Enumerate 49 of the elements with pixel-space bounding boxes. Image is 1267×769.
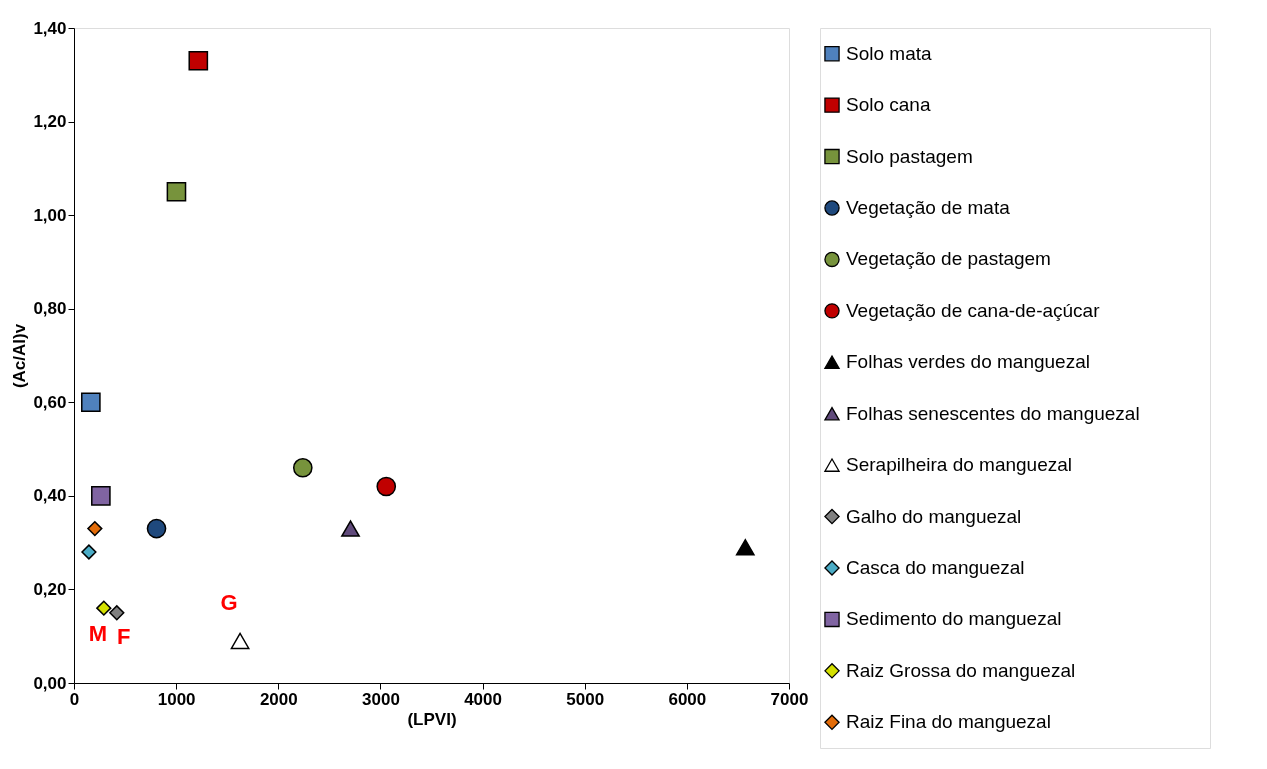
- point: [292, 457, 313, 478]
- legend-label: Folhas senescentes do manguezal: [846, 402, 1140, 424]
- x-axis-title: (LPVI): [407, 709, 457, 729]
- legend-label: Folhas verdes do manguezal: [846, 351, 1090, 373]
- point: [146, 518, 167, 539]
- point: [96, 600, 112, 616]
- x-tick-label: 2000: [259, 689, 298, 709]
- y-tick-label: 1,40: [33, 18, 67, 38]
- point: [735, 539, 755, 556]
- point: [81, 544, 97, 560]
- y-axis-title: (Ac/Al)v: [10, 323, 30, 389]
- x-tick-label: 3000: [362, 689, 400, 709]
- x-tick-label: 0: [69, 689, 80, 709]
- x-tick-label: 4000: [464, 689, 502, 709]
- point: [87, 520, 103, 537]
- legend-label: Solo pastagem: [846, 145, 973, 167]
- y-tick-label: 0,40: [33, 486, 67, 506]
- annotation: G: [220, 589, 238, 615]
- y-tick-label: 0,00: [33, 673, 67, 693]
- annotation: M: [88, 621, 107, 647]
- legend-label: Casca do manguezal: [846, 557, 1025, 578]
- legend-label: Sedimento do manguezal: [846, 608, 1062, 630]
- x-tick-label: 5000: [566, 689, 605, 709]
- y-tick-label: 1,00: [33, 205, 67, 225]
- legend-label: Vegetação de pastagem: [846, 248, 1051, 270]
- legend-label: Galho do manguezal: [846, 505, 1022, 527]
- point: [109, 605, 125, 621]
- y-tick-label: 1,20: [33, 112, 67, 132]
- point: [188, 50, 209, 71]
- x-tick-label: 7000: [770, 689, 809, 709]
- legend-label: Vegetação de mata: [846, 197, 1011, 218]
- legend-label: Solo mata: [846, 42, 932, 64]
- point: [341, 520, 360, 537]
- legend-label: Vegetação de cana-de-açúcar: [846, 299, 1101, 321]
- point: [91, 486, 111, 506]
- annotation: F: [117, 623, 131, 649]
- y-tick-label: 0,20: [33, 579, 67, 599]
- y-tick-label: 0,60: [33, 392, 67, 412]
- y-tick-label: 0,80: [33, 299, 67, 319]
- point: [81, 392, 101, 413]
- point: [376, 476, 397, 497]
- legend-label: Solo cana: [846, 94, 931, 116]
- legend-label: Raiz Fina do manguezal: [846, 711, 1051, 733]
- legend-label: Serapilheira do manguezal: [846, 454, 1073, 476]
- x-tick-label: 6000: [668, 689, 707, 709]
- x-tick-label: 1000: [157, 689, 196, 709]
- point: [230, 632, 250, 650]
- legend-label: Raiz Grossa do manguezal: [846, 659, 1076, 681]
- point: [166, 181, 187, 202]
